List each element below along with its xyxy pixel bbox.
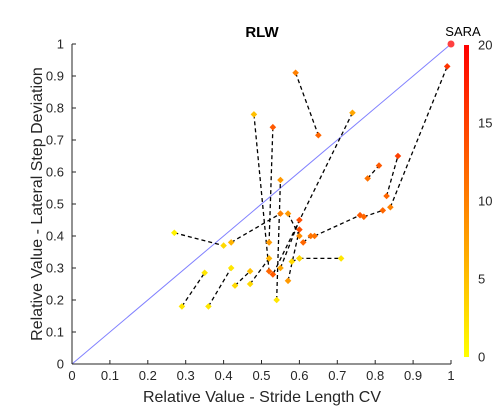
data-point-diamond [171,229,178,237]
colorbar-title: SARA [445,24,481,39]
x-tick-label: 0.6 [290,368,308,383]
x-tick-label: 0.9 [404,368,422,383]
x-tick-label: 0.3 [177,368,195,383]
data-point-diamond [201,269,208,277]
data-point-diamond [273,296,280,304]
dashed-segment [389,66,448,208]
x-tick-label: 0.8 [366,368,384,383]
reference-line-layer [71,43,452,365]
y-tick-label: 0.3 [46,261,64,276]
colorbar-bar [464,45,469,357]
data-point-diamond [387,203,394,211]
data-point-diamond [296,255,303,262]
points-layer [171,40,455,310]
data-point-diamond [296,226,303,233]
dashed-segment [253,114,270,272]
data-point-diamond [356,211,364,219]
data-point-diamond [349,109,356,117]
reference-point [447,40,455,48]
data-point-diamond [269,123,277,131]
data-point-diamond [311,232,318,240]
data-point-diamond [315,131,322,139]
data-point-diamond [383,192,390,200]
colorbar-layer: 0 5 10 15 20 [464,38,492,365]
colorbar-tick-label: 10 [478,194,492,209]
data-point-diamond [269,271,277,278]
y-tick-label: 0.1 [46,325,64,340]
y-tick-label: 0.2 [46,293,64,308]
y-tick-label: 0.7 [46,133,64,148]
x-tick-label: 0.7 [328,368,346,383]
colorbar-tick-label: 15 [478,116,492,131]
x-tick-label: 0.2 [139,368,157,383]
data-point-diamond [231,282,239,289]
data-point-diamond [364,175,371,182]
dashed-segment [268,127,274,243]
dashed-segment [249,258,270,285]
data-point-diamond [296,232,303,240]
reference-diagonal-line [71,43,452,365]
chart-title: RLW [245,24,279,41]
dashed-segment [207,267,232,307]
dashed-segment [314,214,361,237]
data-point-diamond [277,210,284,217]
segments-layer [174,66,448,307]
y-tick-label: 0.4 [46,229,64,244]
x-tick-label: 0 [68,368,75,383]
colorbar-tick-label: 0 [478,350,485,365]
colorbar-tick-label: 5 [478,272,485,287]
x-tick-label: 0.5 [252,368,270,383]
x-tick-label: 0.1 [101,368,119,383]
data-point-diamond [443,63,451,70]
data-point-diamond [299,239,307,246]
dashed-segment [367,165,380,179]
data-point-diamond [250,111,258,118]
y-tick-label: 1 [57,37,64,52]
data-point-diamond [227,239,235,246]
data-point-diamond [220,242,227,249]
data-point-diamond [246,267,254,275]
data-point-diamond [277,264,284,272]
data-point-diamond [227,264,235,272]
colorbar-tick-label: 20 [478,38,492,53]
y-tick-label: 0.8 [46,101,64,116]
dashed-segment [363,209,383,218]
data-point-diamond [394,152,402,160]
data-point-diamond [379,207,387,214]
y-tick-label: 0.5 [46,197,64,212]
data-point-diamond [246,280,254,288]
data-point-diamond [292,69,299,77]
dashed-segment [230,213,281,243]
dashed-segment [279,219,301,269]
data-point-diamond [337,255,345,262]
x-tick-label: 0.4 [215,368,233,383]
dashed-segment [276,179,282,301]
data-point-diamond [178,303,186,310]
data-point-diamond [284,210,292,217]
data-point-diamond [307,232,315,240]
y-tick-label: 0.9 [46,69,64,84]
data-point-diamond [265,239,273,246]
dashed-segment [287,229,301,281]
dashed-segment [174,232,224,247]
data-point-diamond [265,255,273,262]
y-tick-label: 0 [57,357,64,372]
data-point-diamond [265,267,273,275]
data-point-diamond [375,162,383,169]
x-axis-title: Relative Value - Stride Length CV [143,389,381,406]
data-point-diamond [296,216,303,224]
data-point-diamond [205,303,212,310]
data-point-diamond [277,176,284,184]
y-tick-label: 0.6 [46,165,64,180]
data-point-diamond [288,258,296,265]
dashed-segment [234,270,251,287]
x-tick-label: 1 [447,368,454,383]
data-point-diamond [360,213,368,221]
y-axis-title: Relative Value - Lateral Step Deviation [29,67,46,341]
axes-layer: 0 0.1 0.2 0.3 0.4 0.5 0.6 0.7 0.8 0.9 1 0 0.1 0.2 0.3 0… [46,37,455,384]
dashed-segment [272,112,354,275]
data-point-diamond [284,277,292,285]
